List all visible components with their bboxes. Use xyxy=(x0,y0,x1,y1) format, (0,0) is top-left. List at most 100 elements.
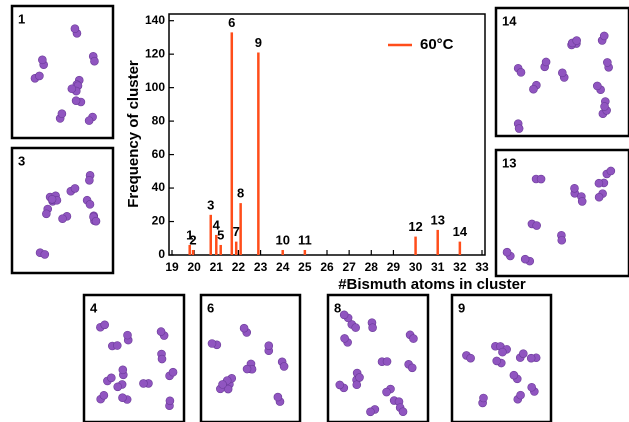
atom xyxy=(606,166,616,176)
atom xyxy=(85,200,95,209)
panel-label: 6 xyxy=(207,300,214,315)
atom xyxy=(536,174,546,184)
atom xyxy=(100,320,110,330)
atom xyxy=(529,84,538,94)
x-tick-label: 23 xyxy=(254,260,268,274)
atom xyxy=(71,96,81,105)
atom xyxy=(42,209,51,219)
atom xyxy=(599,31,609,41)
bar-label: 1 xyxy=(186,227,193,242)
atom xyxy=(603,58,612,67)
atom xyxy=(466,353,475,363)
y-tick-label: 60 xyxy=(152,147,166,161)
x-tick-label: 20 xyxy=(187,260,201,274)
atom xyxy=(557,235,567,245)
x-tick-label: 26 xyxy=(320,260,334,274)
atom xyxy=(118,393,127,402)
atom xyxy=(526,353,536,363)
atom xyxy=(113,382,123,392)
atom xyxy=(600,102,609,111)
y-tick-label: 40 xyxy=(152,180,166,194)
atom xyxy=(207,339,217,348)
atom xyxy=(156,327,166,336)
atom xyxy=(242,364,252,374)
atom xyxy=(398,407,408,417)
atom xyxy=(38,55,47,65)
atom xyxy=(520,254,530,264)
atom xyxy=(123,330,132,340)
bar-label: 4 xyxy=(213,217,221,232)
atom xyxy=(112,341,122,350)
panel-label: 8 xyxy=(334,300,341,315)
atom xyxy=(509,370,519,380)
x-tick-label: 24 xyxy=(276,260,290,274)
atom xyxy=(594,192,604,202)
atom xyxy=(572,36,581,45)
atom xyxy=(335,380,345,390)
x-tick-label: 28 xyxy=(365,260,379,274)
atom xyxy=(516,390,525,400)
atom xyxy=(382,357,392,366)
x-tick-label: 19 xyxy=(165,260,179,274)
x-axis-label: #Bismuth atoms in cluster xyxy=(338,276,526,293)
bar-label: 6 xyxy=(228,15,235,30)
cluster-panel xyxy=(10,146,115,275)
atom xyxy=(279,362,289,371)
atom xyxy=(368,323,377,332)
atom xyxy=(366,407,375,417)
atom xyxy=(594,178,604,188)
atom xyxy=(91,216,101,226)
atom xyxy=(527,382,536,392)
x-tick-label: 31 xyxy=(431,260,445,274)
panel-label: 1 xyxy=(18,11,25,26)
atom xyxy=(577,197,587,206)
atom xyxy=(502,247,512,257)
atom xyxy=(492,356,502,366)
atom xyxy=(518,349,528,358)
x-tick-label: 30 xyxy=(409,260,423,274)
atom xyxy=(118,365,128,375)
y-tick-label: 20 xyxy=(152,214,166,228)
atom xyxy=(99,390,109,400)
atom xyxy=(57,109,67,119)
bar-label: 5 xyxy=(217,227,224,242)
y-axis-label: Frequency of cluster xyxy=(125,60,142,208)
atom xyxy=(84,116,94,125)
atom xyxy=(498,347,507,357)
atom xyxy=(47,194,57,204)
bar-label: 12 xyxy=(408,219,422,234)
x-tick-label: 32 xyxy=(453,260,467,274)
atom xyxy=(157,354,167,364)
atom xyxy=(355,373,364,382)
atom xyxy=(58,214,67,223)
atom xyxy=(514,124,524,133)
x-tick-label: 27 xyxy=(342,260,356,274)
atom xyxy=(516,68,526,77)
panel-label: 14 xyxy=(502,13,517,28)
legend-label: 60°C xyxy=(420,36,454,53)
atom xyxy=(264,341,274,351)
atom xyxy=(90,56,99,66)
bar-label: 10 xyxy=(275,232,289,247)
x-tick-label: 25 xyxy=(298,260,312,274)
atom xyxy=(541,57,551,67)
atom xyxy=(409,334,418,343)
x-tick-label: 21 xyxy=(210,260,224,274)
atom xyxy=(479,393,488,403)
atom xyxy=(168,367,178,377)
x-tick-label: 33 xyxy=(475,260,489,274)
y-tick-label: 100 xyxy=(145,80,165,94)
atom xyxy=(352,380,362,390)
atom xyxy=(273,392,283,402)
bar-label: 3 xyxy=(207,197,214,212)
panel-label: 13 xyxy=(502,155,516,170)
x-tick-label: 22 xyxy=(232,260,246,274)
atom xyxy=(70,184,80,193)
atom xyxy=(107,373,116,383)
atom xyxy=(592,81,602,91)
atom xyxy=(67,84,77,94)
atom xyxy=(239,323,249,333)
bar-label: 9 xyxy=(255,35,262,50)
atom xyxy=(35,71,44,81)
